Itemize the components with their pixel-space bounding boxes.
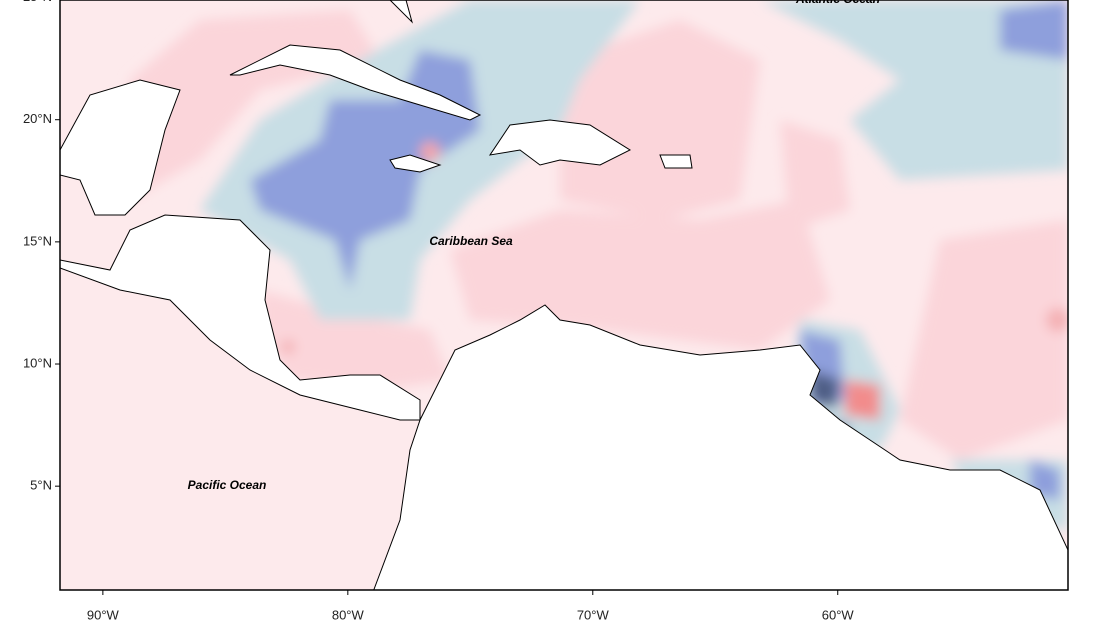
y-tick-label: 10°N xyxy=(23,355,52,370)
plot-frame xyxy=(59,0,1069,591)
region-label: Pacific Ocean xyxy=(188,478,267,492)
central-america xyxy=(60,214,421,421)
anomaly-field xyxy=(60,0,1068,590)
x-tick-label: 80°W xyxy=(332,607,365,622)
florida xyxy=(389,0,413,24)
region-label: Caribbean Sea xyxy=(429,234,513,248)
y-tick-label: 25°N xyxy=(23,0,52,4)
hispaniola xyxy=(488,119,632,166)
cuba xyxy=(229,44,482,121)
yucatan xyxy=(60,79,181,216)
y-tick-label: 15°N xyxy=(23,233,52,248)
y-tick-label: 20°N xyxy=(23,111,52,126)
puerto-rico xyxy=(659,154,693,169)
x-tick-label: 60°W xyxy=(822,607,855,622)
y-tick-label: 5°N xyxy=(30,478,52,493)
x-tick-label: 70°W xyxy=(577,607,610,622)
jamaica xyxy=(389,154,442,173)
x-tick-label: 90°W xyxy=(87,607,120,622)
region-label: Atlantic Ocean xyxy=(795,0,880,6)
south-america xyxy=(373,304,1068,590)
